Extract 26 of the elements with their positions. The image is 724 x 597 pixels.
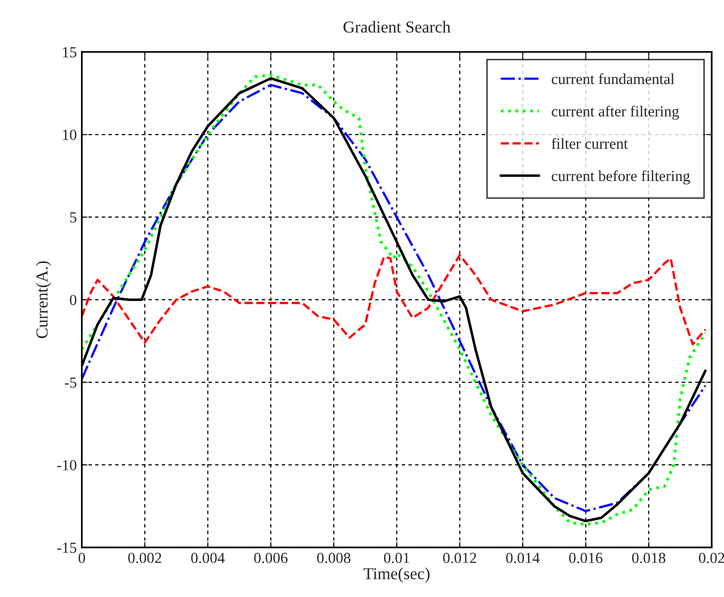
y-tick-label: -15 [57, 542, 76, 553]
y-tick-label: 0 [70, 294, 76, 306]
y-axis-title: Current(A.) [36, 261, 52, 338]
y-tick-label: 10 [63, 130, 76, 140]
legend-label: current before filtering [552, 170, 690, 184]
x-tick-label: 0.016 [569, 552, 602, 564]
x-tick-label: 0.008 [317, 552, 350, 564]
y-tick-label: -10 [57, 460, 76, 470]
chart-title: Gradient Search [344, 20, 450, 33]
legend-label: filter current [552, 138, 628, 149]
legend-label: current fundamental [552, 73, 674, 84]
x-tick-label: 0.012 [443, 552, 476, 564]
x-tick-label: 0.002 [128, 552, 162, 564]
x-tick-label: 0.01 [384, 552, 410, 564]
x-axis-title: Time(sec) [364, 568, 430, 583]
y-tick-label: 5 [70, 212, 76, 223]
y-tick-label: -5 [64, 378, 76, 388]
x-tick-label: 0.006 [254, 552, 288, 564]
line-series [82, 254, 707, 346]
y-tick-label: 15 [63, 47, 76, 58]
x-tick-label: 0.02 [698, 552, 724, 564]
x-tick-label: 0 [78, 552, 86, 564]
x-tick-label: 0.004 [191, 552, 225, 564]
legend-label: current after filtering [552, 106, 679, 120]
x-tick-label: 0.018 [632, 552, 666, 564]
x-tick-label: 0.014 [506, 552, 540, 564]
